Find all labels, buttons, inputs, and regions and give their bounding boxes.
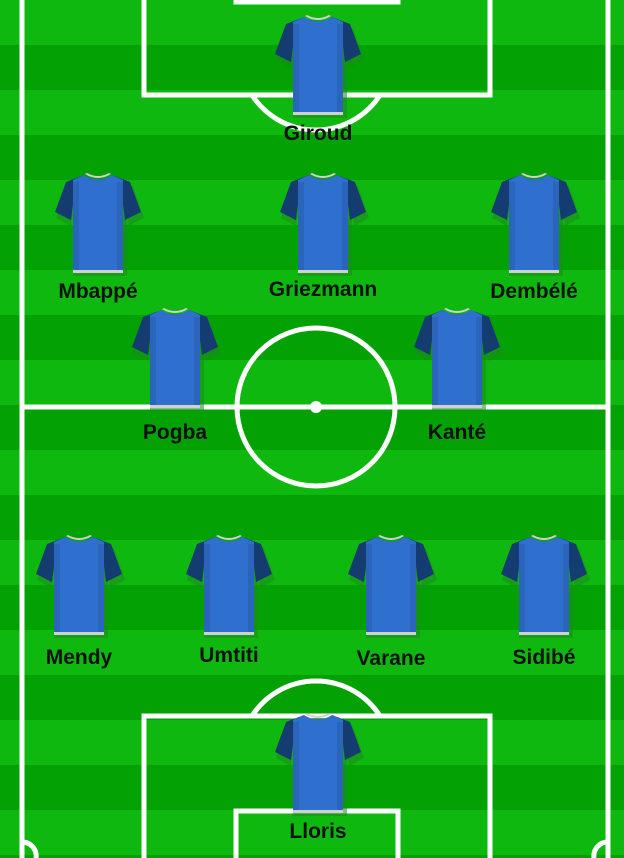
player-name: Mbappé — [58, 280, 138, 303]
player-giroud[interactable]: Giroud — [243, 14, 393, 184]
corner-arc-right — [591, 839, 609, 858]
player-name: Umtiti — [199, 644, 259, 667]
jersey-icon — [348, 535, 437, 638]
jersey-icon — [55, 173, 144, 276]
jersey-icon — [186, 535, 275, 638]
player-pogba[interactable]: Pogba — [100, 307, 250, 477]
player-name: Dembélé — [490, 280, 578, 303]
jersey-icon — [275, 15, 364, 118]
player-sidibe[interactable]: Sidibé — [469, 534, 619, 704]
player-name: Kanté — [427, 421, 487, 444]
player-kante[interactable]: Kanté — [382, 307, 532, 477]
player-mendy[interactable]: Mendy — [4, 534, 154, 704]
player-name: Sidibé — [512, 646, 576, 669]
player-griezmann[interactable]: Griezmann — [248, 172, 398, 342]
jersey-icon — [414, 308, 503, 411]
player-lloris[interactable]: Lloris — [243, 712, 393, 858]
top-goal-area — [233, 0, 401, 5]
center-circle — [234, 325, 398, 489]
top-penalty-arc — [249, 93, 383, 133]
player-name: Giroud — [283, 122, 353, 145]
player-name: Griezmann — [268, 278, 378, 301]
player-name: Pogba — [142, 421, 208, 444]
jersey-icon — [132, 308, 221, 411]
player-name: Lloris — [289, 820, 347, 843]
jersey-icon — [275, 713, 364, 816]
player-dembele[interactable]: Dembélé — [459, 172, 609, 342]
jersey-icon — [501, 535, 590, 638]
jersey-icon — [280, 173, 369, 276]
player-varane[interactable]: Varane — [316, 534, 466, 704]
center-spot — [310, 401, 322, 413]
player-mbappe[interactable]: Mbappé — [23, 172, 173, 342]
corner-arc-left — [21, 839, 39, 858]
jersey-icon — [36, 535, 125, 638]
jersey-icon — [491, 173, 580, 276]
player-name: Mendy — [45, 646, 113, 669]
player-umtiti[interactable]: Umtiti — [154, 534, 304, 704]
player-name: Varane — [356, 647, 426, 670]
bottom-penalty-arc — [249, 678, 383, 718]
